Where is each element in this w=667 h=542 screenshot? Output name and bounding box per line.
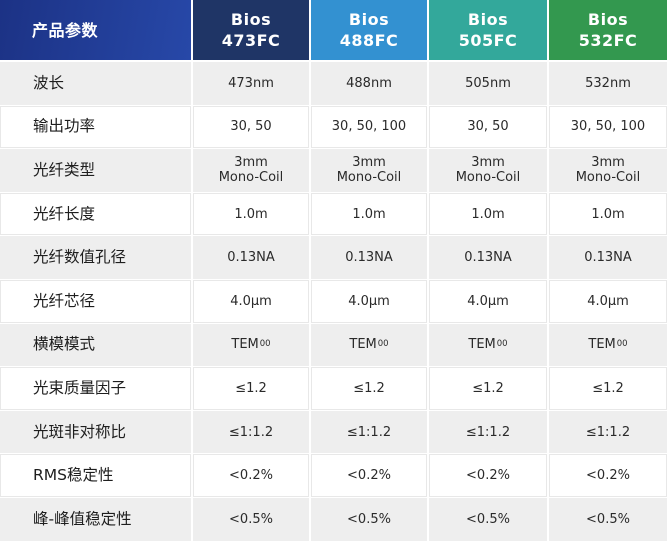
value-cell: 1.0m [549, 192, 667, 236]
value-cell: 30, 50, 100 [311, 105, 427, 149]
value-cell: 488nm [311, 62, 427, 105]
row-label: RMS稳定性 [0, 454, 191, 497]
mode-subscript: 00 [496, 339, 508, 350]
table-row: 光纤芯径 4.0μm 4.0μm 4.0μm 4.0μm [0, 279, 667, 323]
value-cell: 1.0m [311, 192, 427, 236]
mode-text: TEM [468, 337, 496, 353]
value-cell: 0.13NA [429, 236, 547, 279]
value-cell: 0.13NA [311, 236, 427, 279]
value-cell: 3mm Mono-Coil [549, 149, 667, 192]
table-row: 光纤数值孔径 0.13NA 0.13NA 0.13NA 0.13NA [0, 236, 667, 279]
table-row: 光纤长度 1.0m 1.0m 1.0m 1.0m [0, 192, 667, 236]
value-cell: ≤1.2 [193, 367, 309, 410]
value-cell: TEM 00 [193, 323, 309, 367]
table-row: 波长 473nm 488nm 505nm 532nm [0, 62, 667, 105]
value-cell: ≤1:1.2 [311, 410, 427, 454]
value-cell: ≤1:1.2 [429, 410, 547, 454]
value-cell: TEM 00 [549, 323, 667, 367]
value-cell: 4.0μm [429, 279, 547, 323]
value-cell: 473nm [193, 62, 309, 105]
mode-subscript: 00 [259, 339, 271, 350]
value-cell: 30, 50 [193, 105, 309, 149]
table-row: 输出功率 30, 50 30, 50, 100 30, 50 30, 50, 1… [0, 105, 667, 149]
value-cell: <0.2% [193, 454, 309, 497]
value-cell: <0.5% [549, 497, 667, 541]
table-row: 峰-峰值稳定性 <0.5% <0.5% <0.5% <0.5% [0, 497, 667, 541]
row-label: 峰-峰值稳定性 [0, 497, 191, 541]
value-cell: TEM 00 [429, 323, 547, 367]
row-label: 横模模式 [0, 323, 191, 367]
header-model-line2: 505FC [458, 31, 518, 50]
value-cell: 4.0μm [311, 279, 427, 323]
value-cell: 3mm Mono-Coil [311, 149, 427, 192]
table-header-row: 产品参数 Bios 473FC Bios 488FC Bios 505FC Bi… [0, 0, 667, 60]
value-cell: 1.0m [429, 192, 547, 236]
value-cell: <0.2% [549, 454, 667, 497]
value-cell: <0.2% [311, 454, 427, 497]
value-cell: 4.0μm [549, 279, 667, 323]
row-label: 光纤长度 [0, 192, 191, 236]
value-cell: 0.13NA [193, 236, 309, 279]
value-cell: <0.5% [193, 497, 309, 541]
table-row: 光纤类型 3mm Mono-Coil 3mm Mono-Coil 3mm Mon… [0, 149, 667, 192]
header-model-line2: 532FC [578, 31, 638, 50]
mode-text: TEM [231, 337, 259, 353]
value-cell: 4.0μm [193, 279, 309, 323]
value-cell: 30, 50 [429, 105, 547, 149]
value-cell: 1.0m [193, 192, 309, 236]
value-cell: 30, 50, 100 [549, 105, 667, 149]
mode-subscript: 00 [616, 339, 628, 350]
table-row: RMS稳定性 <0.2% <0.2% <0.2% <0.2% [0, 454, 667, 497]
value-cell: TEM 00 [311, 323, 427, 367]
value-cell: 0.13NA [549, 236, 667, 279]
header-model-line1: Bios [467, 10, 509, 29]
row-label: 光纤类型 [0, 149, 191, 192]
value-cell: ≤1.2 [429, 367, 547, 410]
value-cell: 3mm Mono-Coil [429, 149, 547, 192]
mode-text: TEM [588, 337, 616, 353]
row-label: 输出功率 [0, 105, 191, 149]
mode-text: TEM [349, 337, 377, 353]
value-cell: <0.2% [429, 454, 547, 497]
header-model-line1: Bios [348, 10, 390, 29]
value-cell: ≤1:1.2 [193, 410, 309, 454]
value-cell: ≤1.2 [549, 367, 667, 410]
header-model-line2: 488FC [339, 31, 399, 50]
value-cell: 505nm [429, 62, 547, 105]
value-cell: <0.5% [311, 497, 427, 541]
table-row: 光斑非对称比 ≤1:1.2 ≤1:1.2 ≤1:1.2 ≤1:1.2 [0, 410, 667, 454]
value-cell: 532nm [549, 62, 667, 105]
header-model-488fc: Bios 488FC [311, 0, 427, 60]
value-cell: 3mm Mono-Coil [193, 149, 309, 192]
table-row: 横模模式 TEM 00 TEM 00 TEM 00 TEM 00 [0, 323, 667, 367]
row-label: 光纤数值孔径 [0, 236, 191, 279]
value-cell: ≤1.2 [311, 367, 427, 410]
row-label: 光纤芯径 [0, 279, 191, 323]
row-label: 光束质量因子 [0, 367, 191, 410]
mode-subscript: 00 [377, 339, 389, 350]
header-model-line2: 473FC [221, 31, 281, 50]
header-model-line1: Bios [230, 10, 272, 29]
row-label: 波长 [0, 62, 191, 105]
row-label: 光斑非对称比 [0, 410, 191, 454]
header-model-505fc: Bios 505FC [429, 0, 547, 60]
header-param-label: 产品参数 [0, 0, 191, 60]
header-model-line1: Bios [587, 10, 629, 29]
table-row: 光束质量因子 ≤1.2 ≤1.2 ≤1.2 ≤1.2 [0, 367, 667, 410]
header-model-473fc: Bios 473FC [193, 0, 309, 60]
header-model-532fc: Bios 532FC [549, 0, 667, 60]
value-cell: <0.5% [429, 497, 547, 541]
value-cell: ≤1:1.2 [549, 410, 667, 454]
